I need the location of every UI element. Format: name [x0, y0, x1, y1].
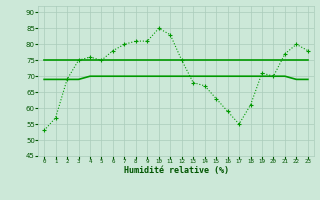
X-axis label: Humidité relative (%): Humidité relative (%) [124, 166, 228, 175]
